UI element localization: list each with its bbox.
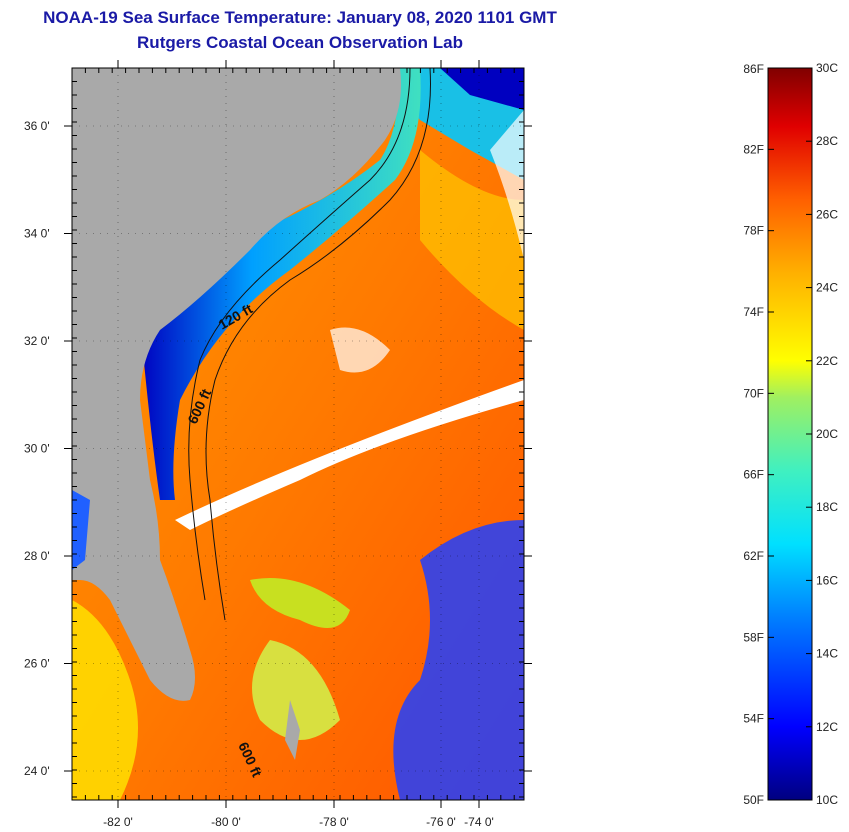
lon-tick-label: -78 0' (319, 815, 349, 829)
cold-water-north (440, 68, 524, 110)
lon-tick-label: -74 0' (464, 815, 494, 829)
colorbar-celsius-label: 20C (816, 427, 838, 441)
mid-water-band (420, 150, 524, 330)
lon-tick-label: -80 0' (211, 815, 241, 829)
florida-keys-water (72, 600, 138, 800)
lat-tick-label: 34 0' (24, 227, 50, 241)
map-imagery (72, 68, 524, 800)
colorbar-celsius-label: 26C (816, 207, 838, 221)
colorbar-fahrenheit-label: 50F (743, 793, 764, 807)
lat-tick-label: 24 0' (24, 764, 50, 778)
lon-tick-label: -82 0' (103, 815, 133, 829)
colorbar-celsius-label: 12C (816, 720, 838, 734)
map-title: NOAA-19 Sea Surface Temperature: January… (43, 8, 557, 27)
colorbar-celsius-label: 30C (816, 61, 838, 75)
colorbar-celsius-label: 24C (816, 281, 838, 295)
lat-tick-label: 30 0' (24, 442, 50, 456)
andros-island (285, 700, 300, 760)
contour-600ft (205, 68, 431, 621)
map-frame (71, 67, 525, 801)
cloud-patch (330, 327, 390, 373)
colorbar-celsius-label: 28C (816, 134, 838, 148)
colorbar-fahrenheit-label: 66F (743, 468, 764, 482)
colorbar-celsius-label: 16C (816, 573, 838, 587)
colorbar-fahrenheit-label: 82F (743, 142, 764, 156)
colorbar-fahrenheit-label: 54F (743, 712, 764, 726)
colorbar-ticks: 86F 82F 78F 74F 70F 66F 62F 58F 54F 50F 30C 28C 26C 2… (743, 61, 838, 807)
map-ticks: -82 0' -80 0' -78 0' -76 0' -74 0' 36 0' 34 0'… (24, 60, 532, 829)
colorbar-fahrenheit-label: 58F (743, 630, 764, 644)
cool-water-southeast (393, 520, 524, 800)
colorbar (767, 67, 813, 801)
lon-tick-label: -76 0' (426, 815, 456, 829)
land-southeast-us (72, 68, 401, 701)
colorbar-fahrenheit-label: 86F (743, 62, 764, 76)
colorbar-celsius-label: 10C (816, 793, 838, 807)
cloud-band (175, 380, 524, 530)
cloud-patch-north (490, 110, 524, 260)
colorbar-fahrenheit-label: 78F (743, 224, 764, 238)
contour-120ft (188, 68, 411, 601)
colorbar-fahrenheit-label: 74F (743, 305, 764, 319)
gulf-coast-water (72, 490, 90, 570)
colorbar-celsius-label: 18C (816, 500, 838, 514)
lat-tick-label: 36 0' (24, 119, 50, 133)
colorbar-fahrenheit-label: 70F (743, 386, 764, 400)
lat-tick-label: 32 0' (24, 334, 50, 348)
lat-tick-label: 26 0' (24, 657, 50, 671)
map-subtitle: Rutgers Coastal Ocean Observation Lab (137, 33, 463, 52)
bahamas-bank (250, 578, 350, 628)
colorbar-celsius-label: 22C (816, 354, 838, 368)
great-bahama-bank (252, 640, 340, 740)
lat-tick-label: 28 0' (24, 549, 50, 563)
colorbar-fahrenheit-label: 62F (743, 549, 764, 563)
colorbar-celsius-label: 14C (816, 647, 838, 661)
